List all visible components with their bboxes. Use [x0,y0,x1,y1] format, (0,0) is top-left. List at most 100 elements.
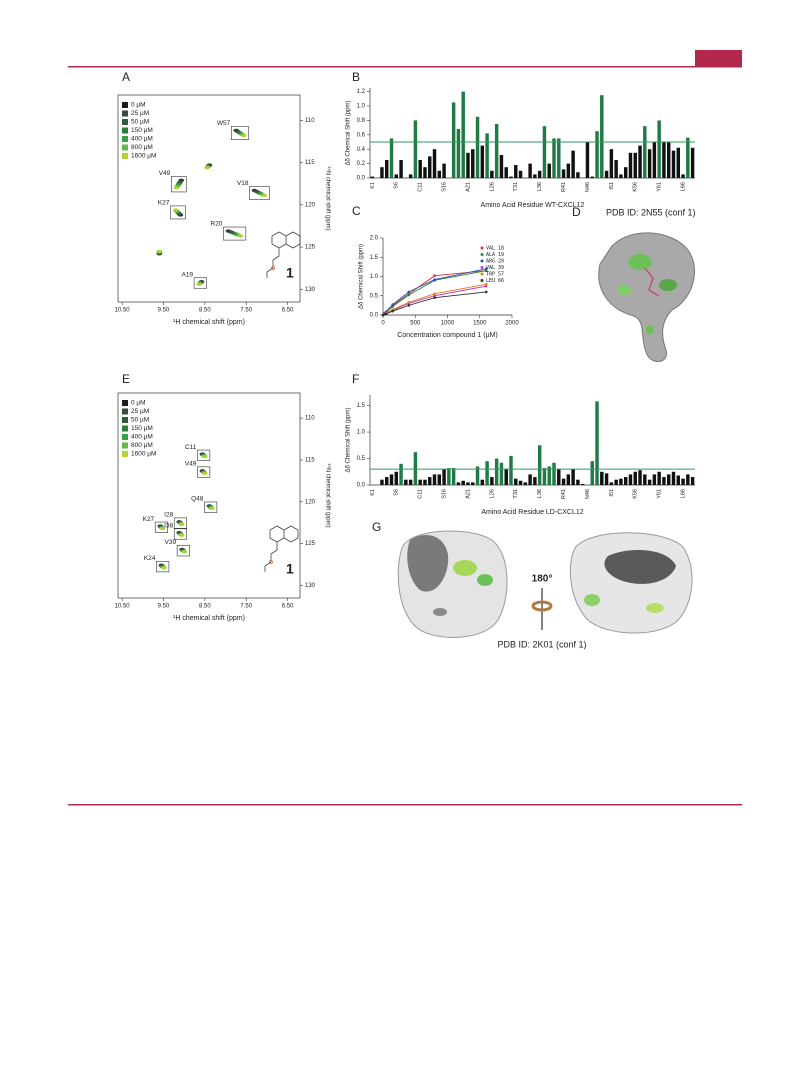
bar [686,474,690,485]
plot-frame [117,94,301,303]
y-tick-label: 0.4 [357,147,366,153]
bar [676,475,680,485]
legend-label: 50 µM [131,417,149,424]
bar [537,170,542,178]
y-tick-label: 0.0 [357,483,366,489]
x-tick-label: S16 [442,489,448,499]
bar [566,474,571,485]
x-tick-label: C11 [418,182,424,192]
bar [681,174,685,178]
bar [643,126,647,178]
bar [509,176,513,178]
bar [471,149,475,178]
protein-surface [397,530,508,638]
pdb-caption: PDB ID: 2N55 (conf 1) [606,207,696,217]
peak-label: K27 [158,200,170,207]
x-tick-label: L66 [681,489,687,498]
protein-surface [598,232,696,362]
bar [647,479,652,485]
bar [580,483,585,485]
y-tick-label: 125 [305,541,316,547]
x-tick-label: K56 [633,489,639,499]
x-tick-label: S6 [394,489,400,496]
bar [614,479,618,485]
y-tick-label: 1.2 [357,89,366,95]
legend-label: 800 µM [131,442,153,449]
peak-box [193,277,207,289]
y-tick-label: 110 [305,118,315,124]
legend-swatch [122,127,128,134]
bar [576,172,580,178]
bar [499,154,504,178]
bar [638,470,642,485]
bar [638,145,642,178]
protein-surface [569,532,693,634]
peak-box [170,205,186,220]
peak-label: I28 [164,512,173,519]
bar [428,156,432,178]
x-tick-label: 8.50 [199,604,211,610]
bar [461,91,465,178]
legend-swatch [122,434,128,440]
bar [595,131,599,178]
panel-label: G [372,520,381,534]
peak-label: C11 [185,444,197,451]
bar [509,455,513,485]
bar [389,474,394,485]
x-tick-label: T31 [513,489,519,498]
peak-label: K24 [144,555,156,562]
peak [173,186,180,190]
peak [181,550,188,554]
peak-box [176,545,190,557]
data-point [407,293,411,297]
y-tick-label: 110 [305,416,315,422]
x-tick-label: 9.50 [158,308,170,314]
bar [671,150,676,178]
x-tick-label: 8.50 [199,308,211,314]
bar [686,137,690,178]
peak-box [171,176,187,193]
bar [394,174,399,178]
legend-swatch [122,102,128,108]
bar [456,129,461,178]
data-point [484,267,488,271]
bar [628,474,633,485]
bar [523,482,528,485]
footer-rule [68,804,742,806]
bar [494,124,499,178]
bar [451,102,456,178]
legend-label: 25 µM [131,408,149,415]
bar [437,170,442,178]
legend-label: 150 µM [131,127,153,134]
x-tick-label: C11 [418,489,424,499]
peak [161,566,167,570]
x-axis-title: Amino Acid Residue LD-CXCL12 [481,509,583,516]
panel-label: D [572,205,581,219]
bar [518,170,523,178]
bar [518,480,523,485]
y-axis-title: Δδ Chemical Shift (ppm) [359,244,365,309]
bar [571,150,575,178]
data-point [433,296,436,299]
y-axis-title: ¹⁵N chemical shift (ppm) [324,463,331,527]
y-tick-label: 120 [305,202,316,208]
y-tick-label: 130 [305,287,316,293]
peak-label: V49 [159,170,171,177]
legend-swatch [122,417,128,423]
peak-box [154,521,168,533]
y-tick-label: 115 [305,160,315,166]
bar [633,471,637,485]
x-tick-label: K1 [370,182,376,189]
y-tick-label: 0.5 [370,293,379,299]
bar [404,479,408,485]
plot-frame [117,392,301,599]
bar [585,142,590,178]
x-tick-label: K56 [633,182,639,192]
bar [442,163,446,178]
bar [423,479,427,485]
legend-marker [480,253,484,256]
peak-box [197,466,211,478]
peak [159,526,166,531]
y-tick-label: 2.0 [370,236,379,242]
bar [542,468,547,485]
